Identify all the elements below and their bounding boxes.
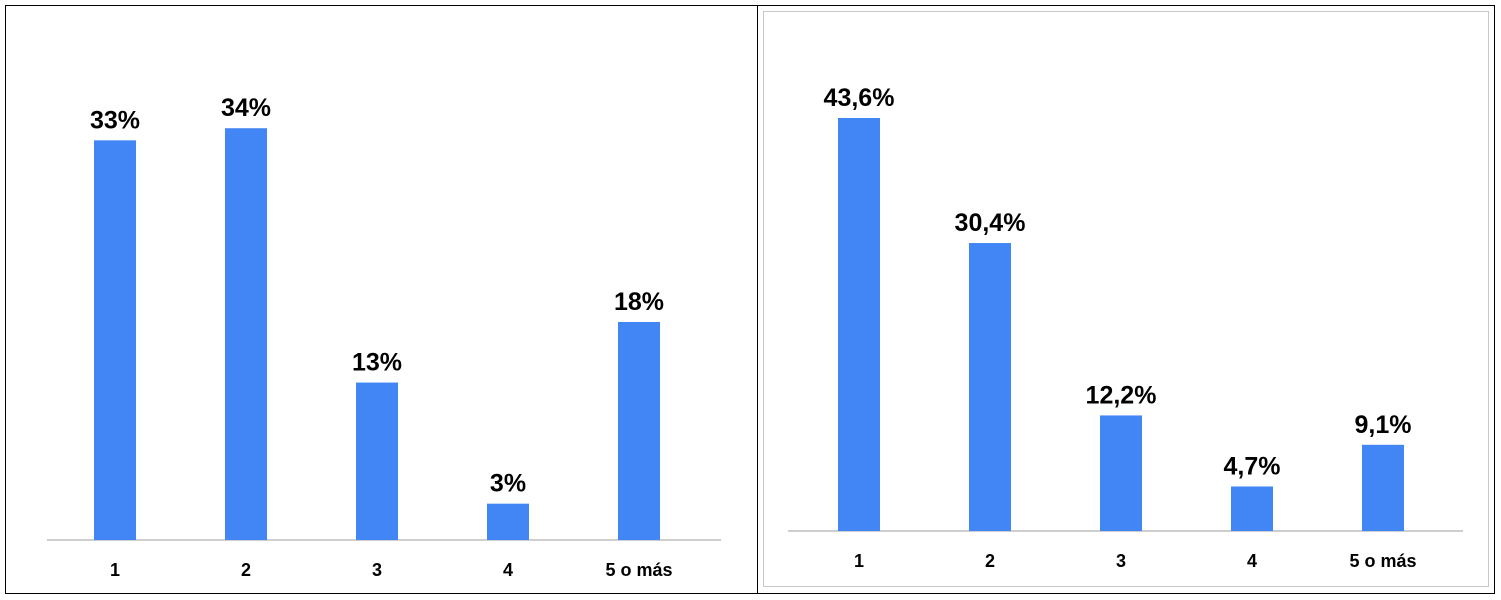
data-label: 34% [221, 94, 271, 122]
x-tick-label: 3 [1116, 551, 1126, 571]
data-label: 18% [614, 288, 664, 316]
data-label: 12,2% [1086, 381, 1157, 409]
x-tick-label: 4 [1247, 551, 1257, 571]
bar-2 [969, 243, 1011, 532]
data-label: 30,4% [955, 209, 1026, 237]
x-tick-label: 2 [985, 551, 995, 571]
x-tick-label: 1 [110, 560, 120, 580]
bar-4 [1231, 486, 1273, 531]
data-label: 3% [490, 470, 526, 498]
data-label: 9,1% [1355, 411, 1412, 439]
chart-panel-right: 43,6% 1 30,4% 2 12,2% 3 4,7% 4 9,1% 5 o más [758, 6, 1494, 593]
chart-panel-left: 33% 1 34% 2 13% 3 3% 4 18% 5 o más [6, 6, 757, 593]
panel-divider [757, 5, 758, 594]
x-tick-label: 2 [241, 560, 251, 580]
data-label: 43,6% [824, 84, 895, 112]
bar-4 [487, 503, 529, 540]
chart-inner-border [763, 11, 1489, 587]
x-tick-label: 5 o más [605, 560, 672, 580]
bar-5 [618, 322, 660, 540]
x-tick-label: 3 [372, 560, 382, 580]
x-tick-label: 1 [854, 551, 864, 571]
bar-1 [94, 140, 136, 541]
bar-2 [225, 128, 267, 540]
data-label: 13% [352, 349, 402, 377]
bar-chart-right: 43,6% 1 30,4% 2 12,2% 3 4,7% 4 9,1% 5 o más [788, 84, 1463, 571]
data-label: 33% [90, 106, 140, 134]
bar-3 [356, 382, 398, 540]
bar-3 [1100, 415, 1142, 531]
bar-chart-left: 33%134%213%33%418%5 o más [47, 94, 721, 580]
x-tick-label: 5 o más [1349, 551, 1416, 571]
bar-5 [1362, 444, 1404, 531]
bar-1 [838, 117, 880, 531]
figure-frame [5, 5, 1495, 594]
x-tick-label: 4 [503, 560, 513, 580]
data-label: 4,7% [1224, 452, 1281, 480]
